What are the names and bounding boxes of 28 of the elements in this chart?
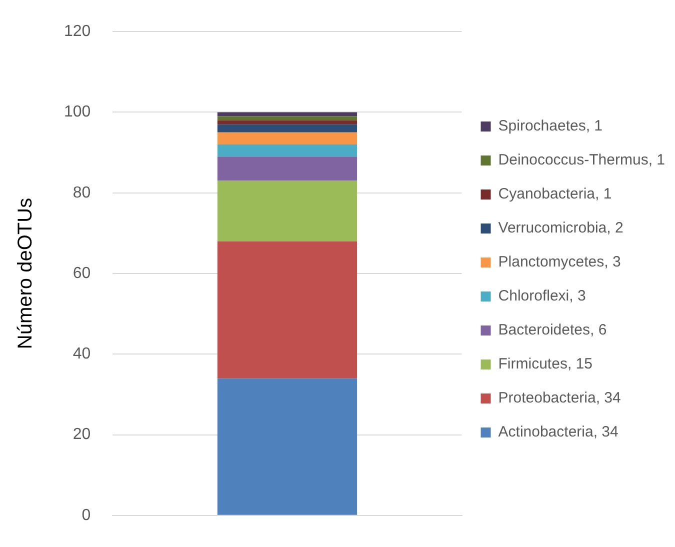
- y-tick-label: 100: [64, 104, 91, 121]
- legend-label: Verrucomicrobia, 2: [498, 220, 624, 237]
- y-tick-label: 0: [82, 506, 91, 524]
- bar: [217, 116, 358, 120]
- y-tick-label: 80: [72, 184, 91, 202]
- legend-label: Spirochaetes, 1: [498, 118, 603, 135]
- bar: [217, 112, 358, 116]
- bar: [217, 144, 358, 157]
- legend-label: Firmicutes, 15: [498, 356, 592, 373]
- bar: [217, 156, 358, 181]
- legend-label: Proteobacteria, 34: [498, 390, 621, 407]
- legend-label: Bacteroidetes, 6: [498, 322, 607, 339]
- legend-label: Cyanobacteria, 1: [498, 186, 612, 203]
- y-tick-label: 60: [72, 264, 91, 282]
- y-tick-label: 20: [72, 426, 91, 444]
- legend-label: Planctomycetes, 3: [498, 254, 621, 271]
- bar: [217, 378, 358, 515]
- y-tick-label: 40: [72, 346, 91, 363]
- bar: [217, 241, 358, 378]
- bar: [217, 132, 358, 144]
- y-axis-title: Número deOTUs: [14, 198, 37, 350]
- legend-label: Deinococcus-Thermus, 1: [498, 152, 666, 169]
- legend-label: Chloroflexi, 3: [498, 288, 586, 305]
- legend-label: Actinobacteria, 34: [498, 424, 618, 441]
- bar: [217, 180, 358, 242]
- bar: [217, 124, 358, 132]
- y-tick-label: 120: [64, 23, 91, 40]
- bar: [217, 120, 358, 124]
